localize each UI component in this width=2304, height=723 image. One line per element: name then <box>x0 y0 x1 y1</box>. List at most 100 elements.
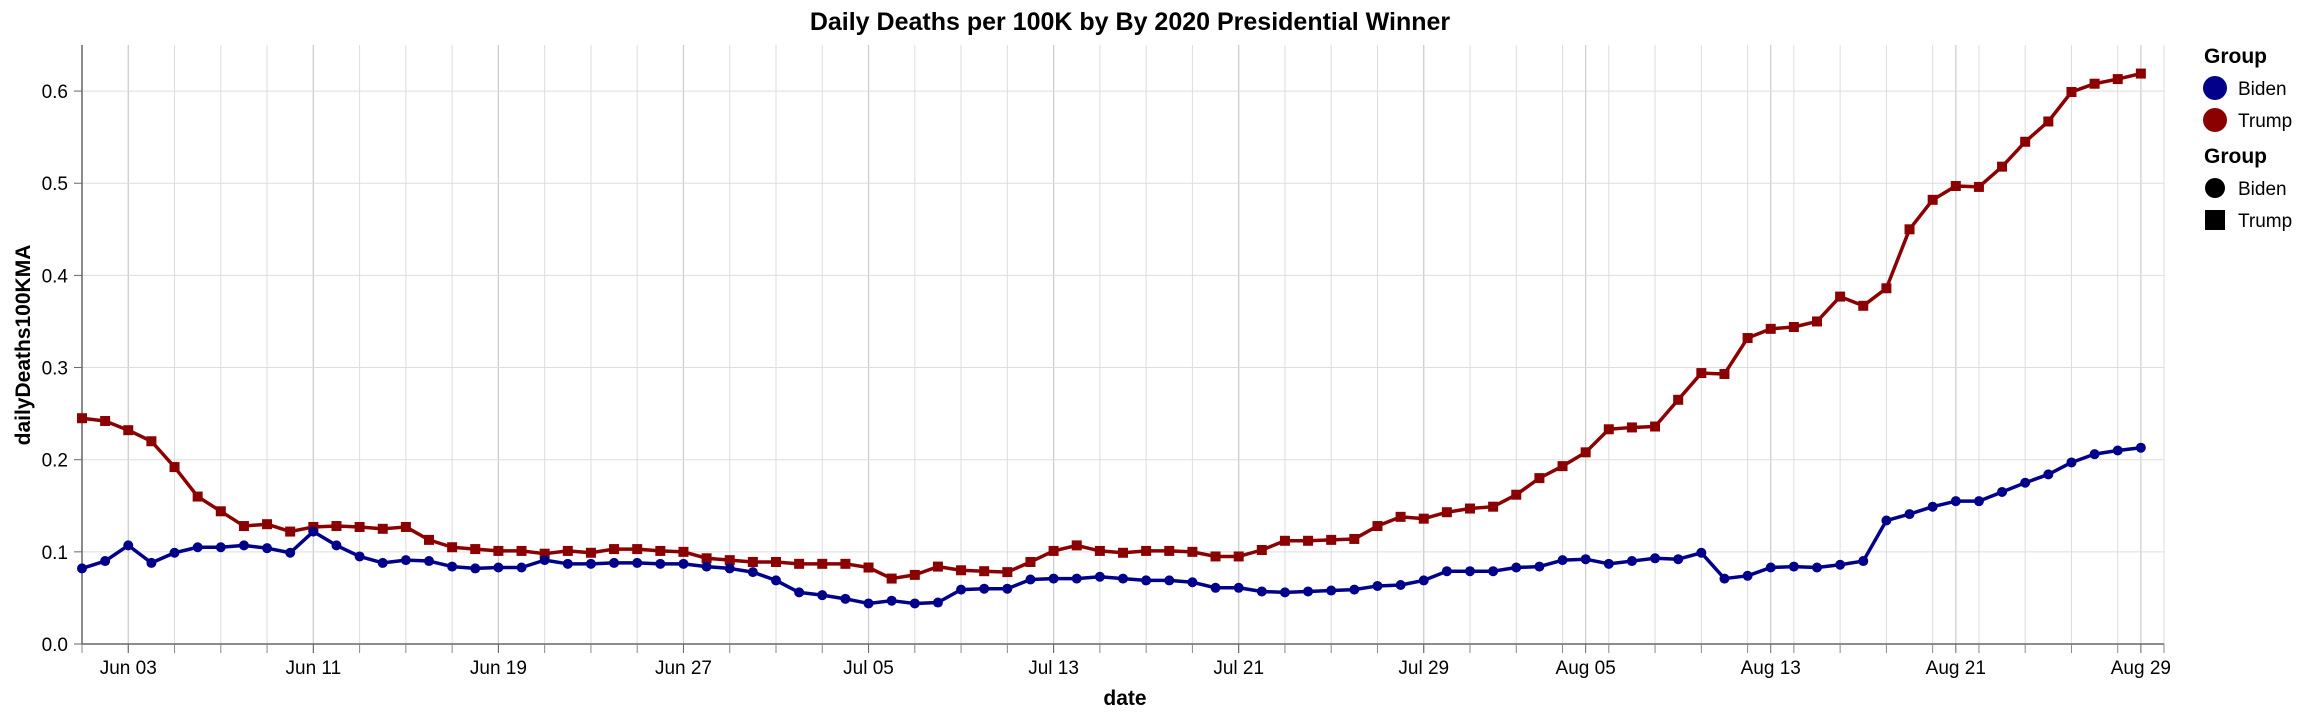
data-point-trump <box>1441 507 1452 518</box>
data-point-biden <box>1372 580 1383 591</box>
y-axis-ticks: 0.0 0.1 0.2 0.3 0.4 0.5 0.6 <box>42 82 82 656</box>
data-point-biden <box>1973 496 1984 507</box>
data-point-trump <box>724 555 735 566</box>
data-point-trump <box>1719 368 1730 379</box>
data-point-biden <box>354 551 365 562</box>
data-point-biden <box>470 563 481 574</box>
data-point-biden <box>308 526 319 537</box>
data-point-trump <box>2066 86 2077 97</box>
data-point-trump <box>1835 291 1846 302</box>
data-point-trump <box>840 558 851 569</box>
data-point-biden <box>1580 554 1591 565</box>
data-point-trump <box>493 545 504 556</box>
data-point-trump <box>1418 513 1429 524</box>
data-point-biden <box>956 584 967 595</box>
data-point-trump <box>1488 501 1499 512</box>
data-point-trump <box>1626 422 1637 433</box>
x-tick-label: Aug 21 <box>1926 658 1986 679</box>
data-point-biden <box>2089 449 2100 460</box>
data-point-biden <box>1303 586 1314 597</box>
data-point-trump <box>1071 540 1082 551</box>
data-point-biden <box>1418 575 1429 586</box>
data-point-trump <box>632 544 643 555</box>
data-point-trump <box>1997 161 2008 172</box>
data-point-trump <box>1187 546 1198 557</box>
data-point-biden <box>771 575 781 586</box>
x-tick-label: Aug 13 <box>1741 658 1801 679</box>
legend-symbol-circle <box>2205 178 2225 198</box>
legend-title: Group <box>2204 145 2267 168</box>
data-point-trump <box>1002 567 1013 578</box>
data-point-trump <box>1534 473 1545 484</box>
data-point-biden <box>1233 582 1244 593</box>
legend-label-biden: Biden <box>2238 79 2287 100</box>
data-point-trump <box>1256 545 1267 556</box>
data-point-biden <box>1788 561 1799 572</box>
data-point-biden <box>609 557 620 568</box>
legend-symbol-circle <box>2203 76 2227 100</box>
data-point-biden <box>1187 577 1198 588</box>
y-tick-label: 0.5 <box>42 174 68 195</box>
data-point-biden <box>886 595 897 606</box>
data-point-biden <box>701 561 712 572</box>
data-point-biden <box>1326 585 1337 596</box>
data-point-trump <box>562 545 573 556</box>
data-point-trump <box>470 544 481 555</box>
data-point-trump <box>2089 78 2100 89</box>
x-axis-ticks: Jun 03 Jun 11 Jun 19 Jun 27 Jul 05 Jul 13 Jul … <box>81 644 2171 679</box>
data-point-biden <box>585 558 596 569</box>
data-point-biden <box>1094 571 1105 582</box>
data-point-biden <box>1002 583 1013 594</box>
legend-symbol-square <box>2205 210 2225 230</box>
data-point-biden <box>1904 509 1915 520</box>
data-point-trump <box>1118 547 1128 558</box>
axes: Jun 03 Jun 11 Jun 19 Jun 27 Jul 05 Jul 13 Jul … <box>42 45 2171 679</box>
data-point-trump <box>1094 545 1105 556</box>
data-point-biden <box>1210 582 1221 593</box>
data-point-trump <box>747 556 758 567</box>
data-point-trump <box>377 523 388 534</box>
data-point-trump <box>539 548 550 559</box>
data-point-biden <box>238 540 249 551</box>
x-tick-label: Jul 29 <box>1398 658 1449 679</box>
legend-label-trump: Trump <box>2238 111 2292 132</box>
data-point-biden <box>331 540 342 551</box>
data-point-trump <box>1858 300 1869 311</box>
data-point-trump <box>354 521 365 532</box>
data-point-biden <box>400 555 411 566</box>
legend-label-biden: Biden <box>2238 179 2287 200</box>
data-point-biden <box>1071 573 1082 584</box>
data-point-trump <box>100 415 111 426</box>
data-point-trump <box>1511 489 1522 500</box>
x-axis-label: date <box>1103 687 1146 710</box>
y-tick-label: 0.3 <box>42 359 68 380</box>
data-point-trump <box>609 544 620 555</box>
data-point-trump <box>400 521 411 532</box>
data-point-trump <box>1303 535 1314 546</box>
series-biden <box>77 442 2146 609</box>
y-tick-label: 0.4 <box>42 266 69 287</box>
data-point-biden <box>1858 556 1869 567</box>
data-point-biden <box>1118 573 1128 584</box>
data-point-biden <box>1534 561 1545 572</box>
series-trump <box>77 68 2146 584</box>
data-point-trump <box>516 545 527 556</box>
data-point-trump <box>1279 535 1290 546</box>
series-line-trump <box>81 71 2142 581</box>
data-point-biden <box>1279 587 1290 598</box>
data-point-biden <box>1488 566 1499 577</box>
data-point-trump <box>2135 68 2146 79</box>
data-point-trump <box>1141 545 1152 556</box>
y-axis-label: dailyDeaths100KMA <box>12 245 35 446</box>
data-point-biden <box>724 563 735 574</box>
data-point-trump <box>956 565 967 576</box>
data-point-biden <box>285 547 296 558</box>
data-point-trump <box>2043 116 2054 127</box>
data-point-trump <box>1650 421 1661 432</box>
data-point-biden <box>1765 562 1776 573</box>
data-point-trump <box>192 491 203 502</box>
series-line-biden <box>81 445 2142 606</box>
data-point-trump <box>447 542 458 553</box>
data-point-trump <box>1233 551 1244 562</box>
data-point-trump <box>1164 545 1175 556</box>
